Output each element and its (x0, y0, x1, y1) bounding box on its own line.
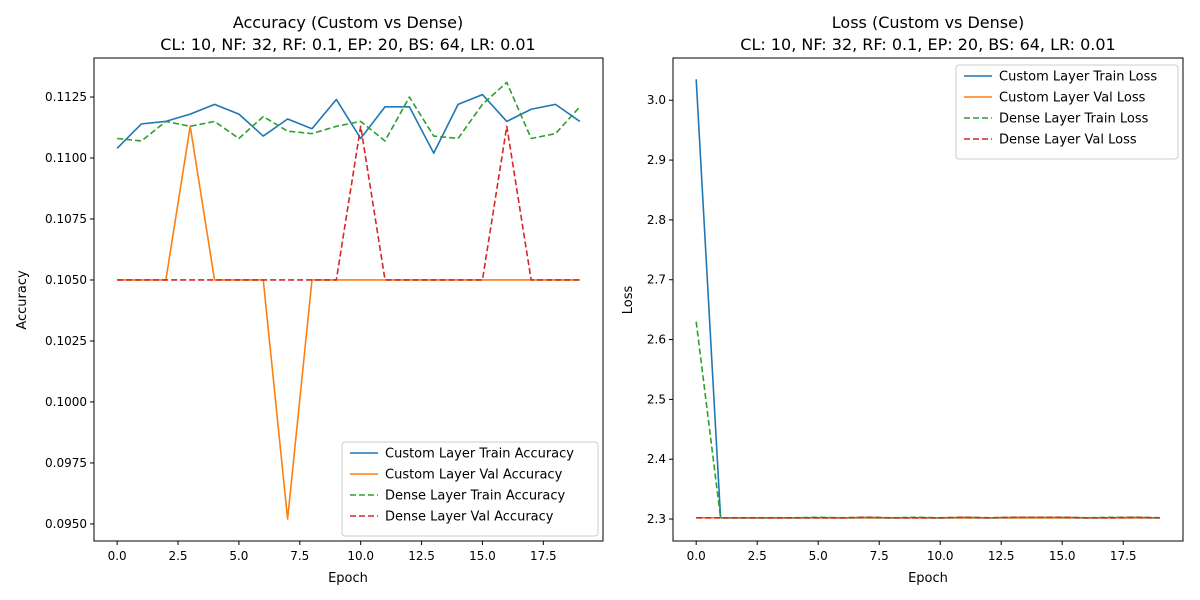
loss-chart-title: Loss (Custom vs Dense) (832, 13, 1024, 32)
accuracy-x-tick-label: 17.5 (530, 549, 557, 563)
loss-x-tick-label: 5.0 (809, 549, 828, 563)
accuracy-series-line-1 (116, 93, 581, 154)
accuracy-y-tick-label: 0.0950 (45, 517, 87, 531)
loss-y-tick-label: 2.9 (647, 153, 666, 167)
accuracy-legend-label: Dense Layer Train Accuracy (385, 489, 566, 504)
accuracy-series-line-2 (117, 125, 580, 520)
loss-y-tick-label: 2.8 (647, 213, 666, 227)
accuracy-legend: Custom Layer Train Accuracy Custom Layer … (341, 441, 599, 537)
loss-y-tick-label: 3.0 (647, 93, 666, 107)
loss-legend-box (955, 64, 1179, 160)
accuracy-y-tick-label: 0.1100 (45, 151, 87, 165)
accuracy-chart-subtitle: CL: 10, NF: 32, RF: 0.1, EP: 20, BS: 64,… (160, 35, 535, 54)
loss-y-tick-label: 2.4 (647, 452, 666, 466)
loss-series-line-3 (695, 321, 1160, 519)
loss-marks: 0.0 2.5 5.0 7.5 10.0 12.5 15.0 17.5 2.3 2.4 2.5 2.6… (647, 79, 1160, 563)
accuracy-y-axis-label: Accuracy (15, 270, 30, 330)
accuracy-x-tick-label: 7.5 (290, 549, 309, 563)
accuracy-y-tick-label: 0.0975 (45, 456, 87, 470)
accuracy-y-tick-label: 0.1125 (45, 90, 87, 104)
loss-y-axis-label: Loss (621, 286, 636, 315)
loss-y-tick-label: 2.5 (647, 392, 666, 406)
loss-x-tick-label: 10.0 (927, 549, 954, 563)
loss-x-tick-label: 0.0 (687, 549, 706, 563)
loss-plot-frame (672, 57, 1184, 542)
loss-x-tick-label: 15.0 (1049, 549, 1076, 563)
loss-chart-subtitle: CL: 10, NF: 32, RF: 0.1, EP: 20, BS: 64,… (740, 35, 1115, 54)
loss-x-axis-label: Epoch (908, 571, 948, 586)
accuracy-legend-box (341, 441, 599, 537)
accuracy-y-tick-label: 0.1000 (45, 395, 87, 409)
accuracy-legend-label: Custom Layer Val Accuracy (385, 468, 563, 483)
accuracy-panel: Accuracy (Custom vs Dense) CL: 10, NF: 3… (15, 13, 604, 586)
accuracy-y-tick-label: 0.1075 (45, 212, 87, 226)
loss-x-tick-label: 7.5 (870, 549, 889, 563)
loss-legend: Custom Layer Train Loss Custom Layer Val … (955, 64, 1179, 160)
accuracy-x-tick-label: 0.0 (108, 549, 127, 563)
accuracy-x-tick-label: 5.0 (229, 549, 248, 563)
accuracy-x-tick-label: 15.0 (469, 549, 496, 563)
loss-series-line-4 (696, 516, 1160, 519)
accuracy-legend-label: Custom Layer Train Accuracy (385, 447, 574, 462)
loss-y-tick-label: 2.7 (647, 273, 666, 287)
loss-legend-label: Dense Layer Train Loss (999, 112, 1149, 127)
accuracy-series-line-3 (117, 81, 581, 142)
loss-legend-label: Dense Layer Val Loss (999, 133, 1137, 148)
accuracy-y-tick-label: 0.1025 (45, 334, 87, 348)
loss-x-tick-label: 17.5 (1110, 549, 1137, 563)
loss-legend-label: Custom Layer Val Loss (999, 91, 1146, 106)
accuracy-x-axis-label: Epoch (328, 571, 368, 586)
accuracy-series-line-4 (117, 125, 580, 281)
loss-x-tick-label: 2.5 (748, 549, 767, 563)
accuracy-marks: 0.0 2.5 5.0 7.5 10.0 12.5 15.0 17.5 0.0950 0.0975… (45, 81, 581, 563)
accuracy-x-tick-label: 2.5 (168, 549, 187, 563)
loss-panel: Loss (Custom vs Dense) CL: 10, NF: 32, R… (621, 13, 1184, 586)
loss-y-tick-label: 2.3 (647, 512, 666, 526)
accuracy-legend-label: Dense Layer Val Accuracy (385, 510, 554, 525)
accuracy-y-tick-label: 0.1050 (45, 273, 87, 287)
loss-legend-label: Custom Layer Train Loss (999, 70, 1157, 85)
accuracy-plot-frame (93, 57, 604, 542)
loss-y-tick-label: 2.6 (647, 333, 666, 347)
accuracy-x-tick-label: 12.5 (408, 549, 435, 563)
accuracy-x-tick-label: 10.0 (347, 549, 374, 563)
loss-x-tick-label: 12.5 (988, 549, 1015, 563)
accuracy-chart-title: Accuracy (Custom vs Dense) (233, 13, 463, 32)
